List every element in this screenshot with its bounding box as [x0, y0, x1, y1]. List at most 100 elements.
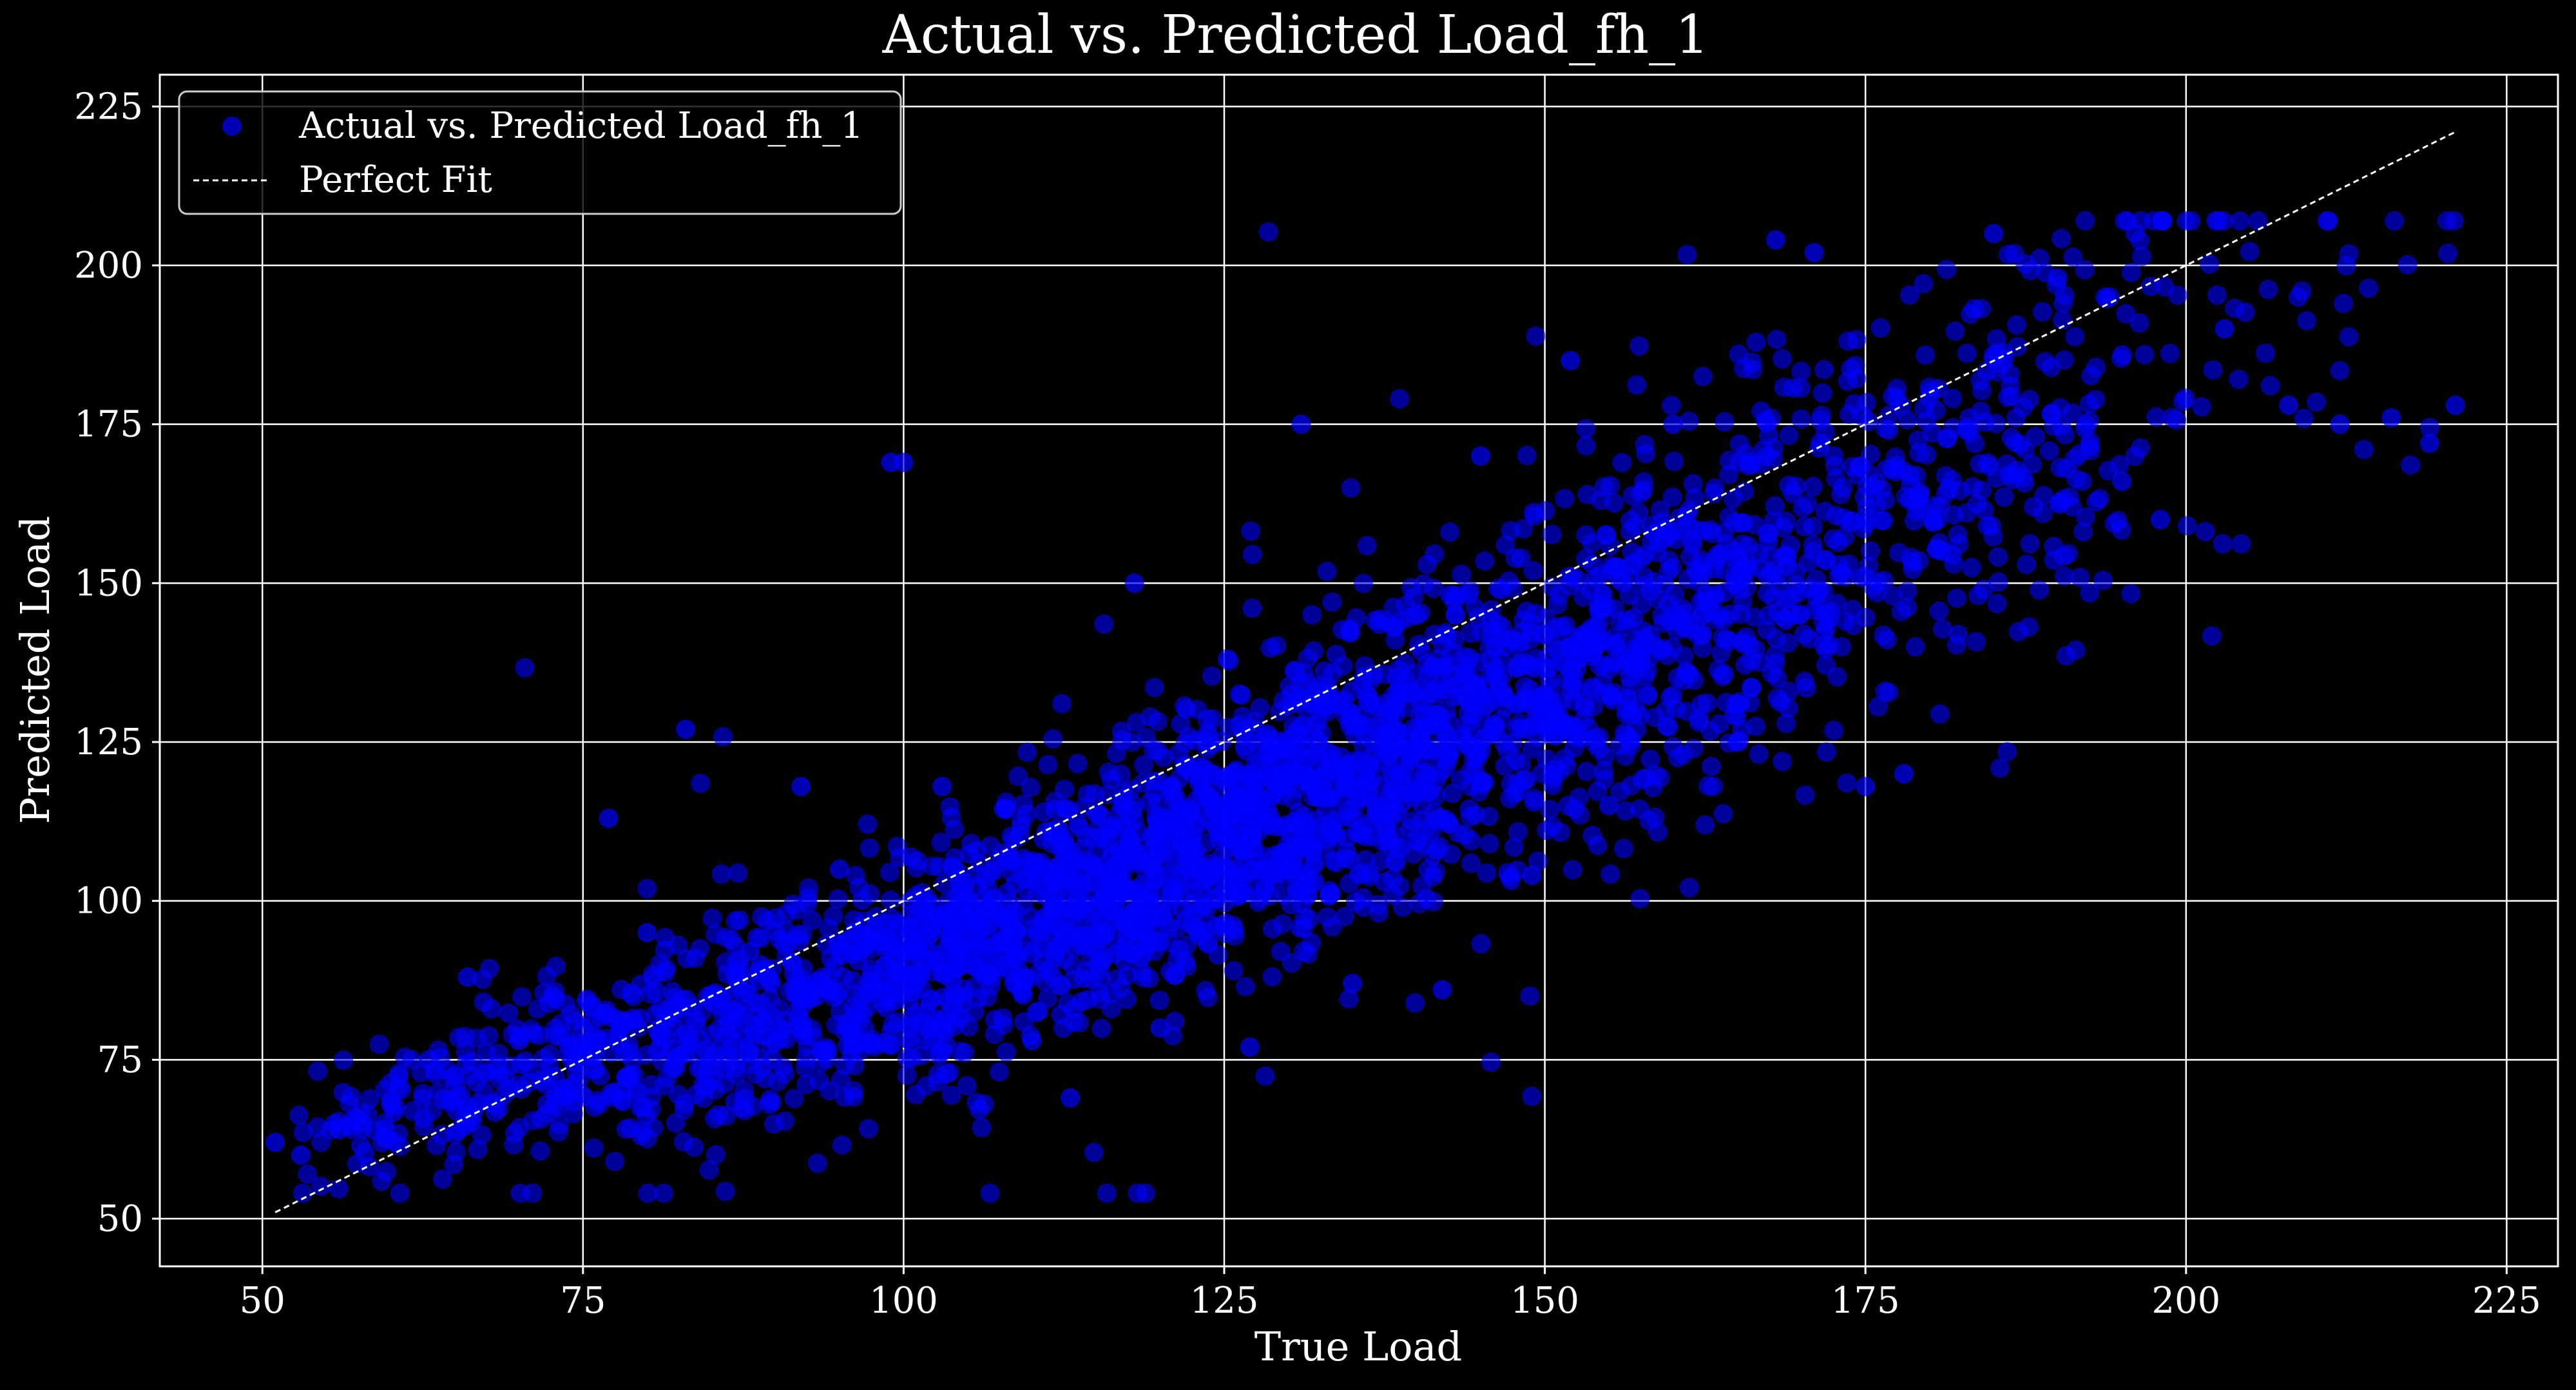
scatter-point: [691, 1058, 711, 1078]
scatter-point: [1126, 906, 1146, 926]
scatter-point: [1711, 544, 1731, 564]
scatter-point: [2055, 566, 2075, 586]
scatter-point: [775, 1111, 795, 1131]
scatter-point: [1767, 688, 1787, 708]
scatter-point: [1794, 671, 1814, 691]
scatter-point: [1610, 611, 1629, 631]
scatter-point: [1650, 768, 1670, 788]
scatter-point: [1441, 844, 1461, 864]
scatter-point: [1460, 580, 1480, 600]
scatter-point: [674, 1100, 694, 1119]
scatter-point: [1094, 614, 1114, 634]
scatter-point: [889, 966, 908, 985]
scatter-point: [1387, 803, 1407, 823]
scatter-point: [1398, 782, 1418, 802]
scatter-point: [573, 1018, 593, 1038]
scatter-point: [1946, 588, 1966, 608]
scatter-point: [1693, 521, 1713, 541]
scatter-point: [1715, 664, 1735, 684]
scatter-point: [1597, 597, 1617, 617]
scatter-point: [809, 1071, 829, 1090]
scatter-point: [2288, 287, 2308, 307]
scatter-point: [980, 897, 1000, 917]
scatter-point: [1876, 419, 1896, 439]
scatter-point: [957, 1076, 977, 1096]
scatter-point: [1573, 587, 1593, 607]
scatter-point: [2195, 522, 2215, 542]
scatter-point: [1117, 989, 1137, 1009]
scatter-point: [689, 1029, 709, 1049]
scatter-point: [1795, 785, 1815, 805]
scatter-point: [894, 452, 914, 472]
scatter-point: [936, 1034, 956, 1054]
scatter-point: [1416, 762, 1436, 782]
x-tick-label: 200: [2151, 1280, 2220, 1322]
scatter-point: [609, 1024, 629, 1044]
scatter-point: [985, 1024, 1004, 1044]
scatter-point: [1599, 795, 1619, 815]
scatter-point: [1038, 755, 1058, 775]
scatter-point: [1536, 608, 1556, 628]
scatter-point: [715, 1181, 735, 1201]
scatter-point: [1932, 619, 1952, 639]
scatter-point: [613, 1092, 633, 1112]
scatter-point: [1433, 657, 1453, 677]
scatter-point: [1540, 799, 1560, 819]
scatter-point: [2206, 211, 2225, 231]
scatter-point: [793, 958, 813, 978]
scatter-point: [1241, 521, 1261, 541]
axis-ticks: 50 75 100 125 150 175 200 225 50 75 100 125 150 175 20…: [74, 86, 2541, 1322]
scatter-point: [468, 1139, 488, 1159]
scatter-point: [663, 1058, 683, 1078]
scatter-point: [1811, 433, 1831, 453]
scatter-point: [843, 1030, 863, 1050]
scatter-point: [534, 983, 554, 1003]
scatter-point: [390, 1183, 410, 1203]
scatter-point: [996, 800, 1016, 820]
scatter-point: [1656, 701, 1676, 721]
scatter-point: [1170, 801, 1190, 821]
scatter-point: [1874, 511, 1894, 531]
scatter-point: [1452, 564, 1472, 584]
scatter-point: [1779, 475, 1799, 495]
scatter-point: [2131, 247, 2151, 267]
scatter-point: [740, 942, 760, 962]
scatter-point: [1318, 702, 1338, 722]
scatter-point: [1855, 566, 1875, 586]
scatter-point: [1294, 942, 1314, 962]
scatter-point: [1987, 594, 2007, 614]
scatter-point: [329, 1179, 349, 1199]
scatter-point: [1354, 573, 1374, 593]
scatter-point: [1059, 856, 1079, 876]
scatter-point: [858, 1119, 878, 1139]
scatter-point: [1898, 581, 1918, 601]
legend-box: [178, 90, 902, 215]
scatter-point: [1768, 565, 1788, 585]
scatter-point: [1479, 833, 1499, 853]
scatter-point: [2099, 461, 2119, 481]
scatter-point: [1804, 243, 1824, 263]
scatter-point: [1622, 486, 1642, 506]
scatter-point: [1142, 909, 1162, 929]
scatter-point: [2419, 433, 2439, 453]
scatter-point: [1556, 714, 1576, 734]
scatter-point: [1883, 586, 1903, 606]
scatter-point: [1387, 852, 1407, 872]
scatter-point: [1460, 761, 1480, 781]
scatter-point: [1691, 607, 1711, 627]
scatter-point: [851, 939, 871, 959]
scatter-point: [1984, 224, 2004, 243]
scatter-point: [799, 982, 819, 1002]
scatter-point: [2125, 446, 2145, 466]
scatter-point: [1090, 982, 1110, 1002]
scatter-point: [823, 906, 843, 926]
scatter-point: [1434, 721, 1454, 741]
scatter-point: [308, 1117, 328, 1137]
scatter-point: [1132, 961, 1152, 981]
scatter-point: [773, 1057, 793, 1077]
scatter-point: [1814, 623, 1834, 643]
scatter-point: [1673, 745, 1693, 765]
scatter-point: [599, 808, 619, 828]
scatter-point: [2256, 343, 2276, 363]
